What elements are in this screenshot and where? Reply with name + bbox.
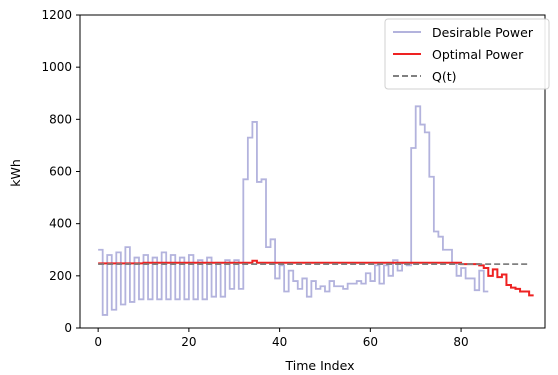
x-tick-label: 60 — [363, 335, 378, 349]
y-tick-label: 1000 — [41, 60, 72, 74]
plot-area — [98, 105, 534, 316]
x-tick-label: 40 — [272, 335, 287, 349]
axes — [76, 14, 546, 332]
legend-box — [384, 18, 550, 90]
y-tick-label: 800 — [49, 112, 72, 126]
x-tick-label: 20 — [181, 335, 196, 349]
y-tick-label: 600 — [49, 165, 72, 179]
x-axis-label: Time Index — [285, 358, 355, 373]
y-axis-label: kWh — [8, 159, 23, 187]
y-tick-label: 0 — [64, 321, 72, 335]
y-tick-label: 1200 — [41, 8, 72, 22]
legend-label-qt: Q(t) — [432, 69, 457, 84]
x-tick-label: 80 — [453, 335, 468, 349]
legend-label-desirable-power: Desirable Power — [432, 25, 534, 40]
legend-label-optimal-power: Optimal Power — [432, 47, 524, 62]
x-tick-label: 0 — [94, 335, 102, 349]
series-line-desirable-power — [98, 105, 489, 316]
series-line-optimal-power — [98, 259, 534, 297]
legend: Desirable Power Optimal Power Q(t) — [384, 18, 550, 90]
y-tick-label: 400 — [49, 217, 72, 231]
y-tick-label: 200 — [49, 269, 72, 283]
